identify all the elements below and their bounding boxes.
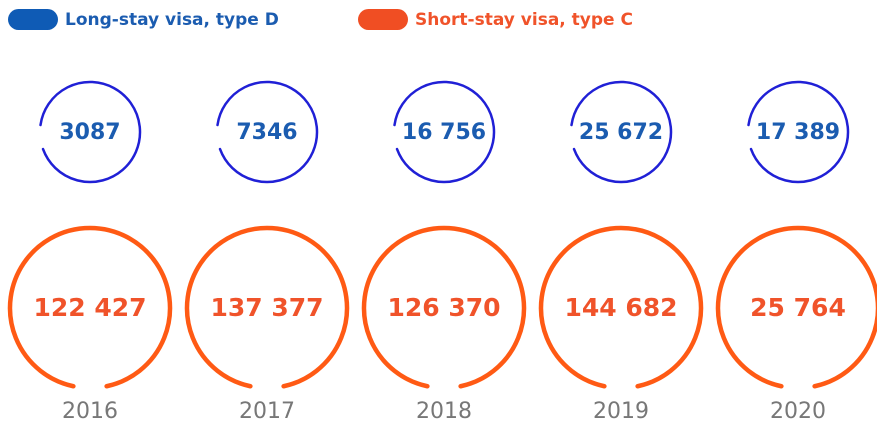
year-label: 2017 [239,399,295,424]
legend-swatch [8,9,58,30]
legend-label: Long-stay visa, type D [65,10,279,30]
value-label: 144 682 [564,293,677,322]
ring [570,80,673,184]
value-label: 7346 [236,120,297,145]
legend-label: Short-stay visa, type C [415,10,633,30]
value-label: 137 377 [210,293,323,322]
ring [216,80,319,184]
year-label: 2016 [62,399,118,424]
legend-swatch [358,9,408,30]
ring [7,225,173,389]
ring [715,225,877,389]
value-label: 122 427 [33,293,146,322]
value-label: 25 764 [750,293,846,322]
ring [747,80,850,184]
year-label: 2020 [770,399,826,424]
ring [184,225,350,389]
value-label: 17 389 [756,120,840,145]
value-label: 3087 [59,120,120,145]
ring [538,225,704,389]
ring [361,225,527,389]
value-label: 25 672 [579,120,663,145]
year-label: 2018 [416,399,472,424]
value-label: 16 756 [402,120,486,145]
ring [393,80,496,184]
ring [39,80,142,184]
year-label: 2019 [593,399,649,424]
value-label: 126 370 [387,293,500,322]
